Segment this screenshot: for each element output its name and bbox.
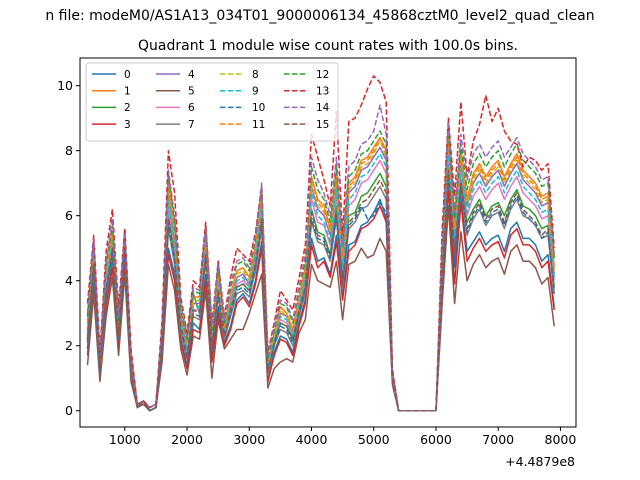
series-line-14	[86, 104, 555, 412]
series-line-5	[86, 205, 555, 412]
legend-label-15: 15	[316, 119, 329, 131]
series-line-15	[86, 169, 555, 412]
series-line-11	[86, 136, 555, 412]
x-tick-label-3000: 3000	[233, 432, 265, 447]
series-lines	[86, 75, 555, 412]
legend-label-14: 14	[316, 102, 330, 114]
x-tick-label-6000: 6000	[420, 432, 452, 447]
x-tick-label-7000: 7000	[482, 432, 514, 447]
legend-label-3: 3	[124, 119, 131, 131]
y-tick-label-8: 8	[65, 143, 73, 158]
y-tick-label-2: 2	[65, 338, 73, 353]
legend-label-6: 6	[188, 102, 195, 114]
x-tick-label-1000: 1000	[109, 432, 141, 447]
legend-label-8: 8	[252, 69, 259, 81]
legend-label-12: 12	[316, 69, 329, 81]
x-offset-label: +4.4879e8	[505, 454, 575, 469]
x-tick-label-8000: 8000	[545, 432, 577, 447]
legend-label-5: 5	[188, 86, 195, 98]
legend-label-9: 9	[252, 86, 259, 98]
y-tick-label-10: 10	[57, 78, 73, 93]
y-tick-label-4: 4	[65, 273, 73, 288]
legend-label-0: 0	[124, 69, 131, 81]
figure-suptitle: n file: modeM0/AS1A13_034T01_9000006134_…	[45, 8, 594, 24]
series-line-10	[86, 172, 555, 412]
legend-label-13: 13	[316, 86, 329, 98]
legend-label-10: 10	[252, 102, 265, 114]
legend-label-7: 7	[188, 119, 195, 131]
chart-title: Quadrant 1 module wise count rates with …	[138, 38, 518, 54]
x-tick-label-5000: 5000	[358, 432, 390, 447]
y-tick-label-6: 6	[65, 208, 73, 223]
x-tick-label-4000: 4000	[296, 432, 328, 447]
legend-box	[85, 62, 339, 142]
x-tick-label-2000: 2000	[171, 432, 203, 447]
legend-label-4: 4	[188, 69, 195, 81]
y-tick-label-0: 0	[65, 403, 73, 418]
legend-label-11: 11	[252, 119, 265, 131]
plot-frame	[79, 57, 577, 428]
legend-label-1: 1	[124, 86, 131, 98]
legend-label-2: 2	[124, 102, 131, 114]
